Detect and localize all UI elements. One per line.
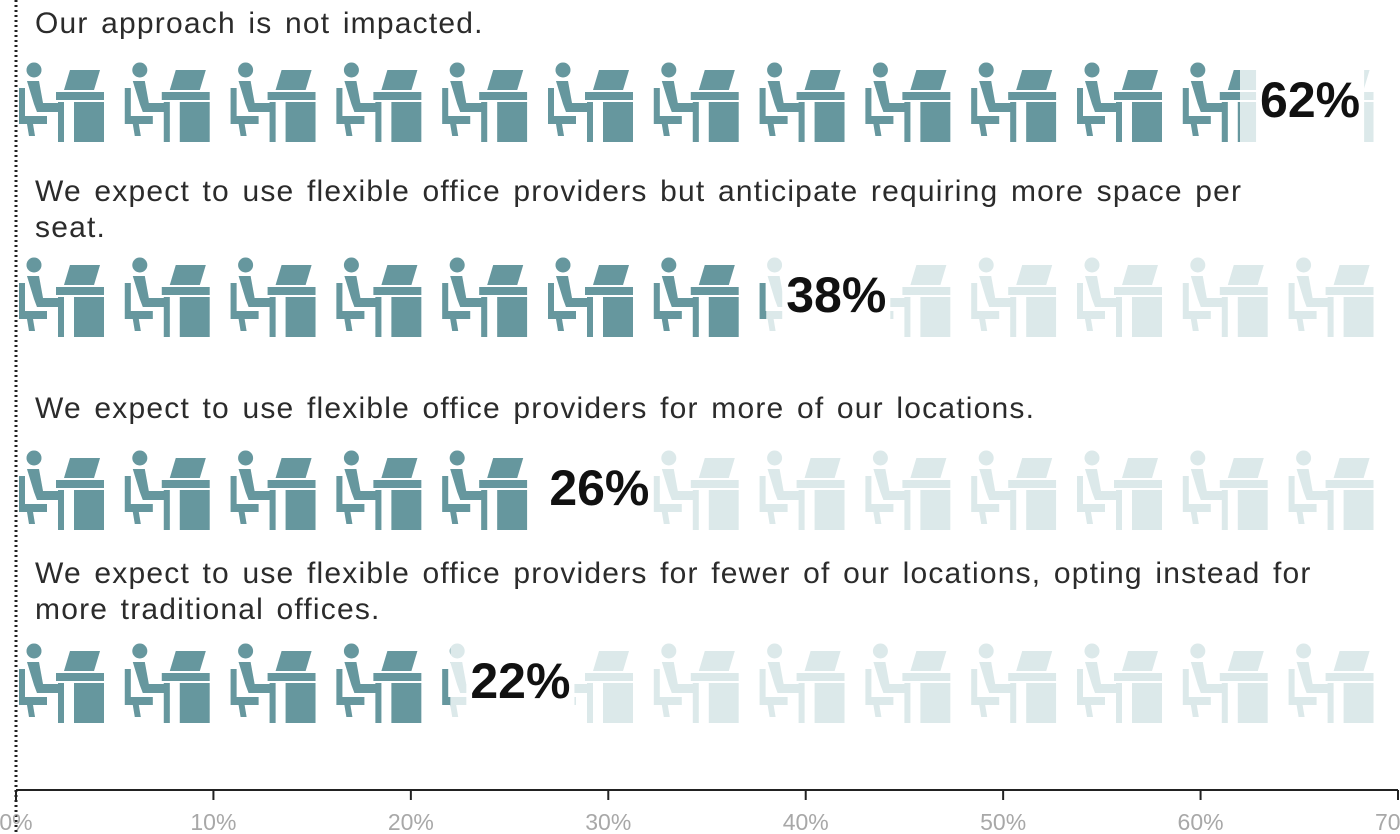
category-label: We expect to use flexible office provide… [35,392,1036,425]
category-label: Our approach is not impacted. [35,7,484,40]
x-tick-label: 60% [1178,809,1224,834]
x-tick-label: 70% [1375,809,1400,834]
icon-bar [19,62,1241,142]
value-label-background [1256,62,1365,142]
value-label: 26% [549,460,649,516]
category-label: We expect to use flexible office provide… [35,557,1312,626]
value-label-background [545,450,654,530]
value-label: 62% [1260,72,1360,128]
x-tick-label: 50% [980,809,1026,834]
value-label-background [466,643,575,723]
x-tick-label: 10% [190,809,236,834]
value-label: 38% [786,267,886,323]
x-tick-label: 0% [0,809,33,834]
x-tick-label: 20% [388,809,434,834]
icon-row-background [19,643,1374,723]
x-tick-label: 40% [783,809,829,834]
category-label: We expect to use flexible office provide… [35,175,1243,244]
icon-bar [19,257,767,337]
value-label: 22% [470,653,570,709]
x-tick-label: 30% [585,809,631,834]
value-label-background [782,257,891,337]
icon-row-background [19,450,1374,530]
